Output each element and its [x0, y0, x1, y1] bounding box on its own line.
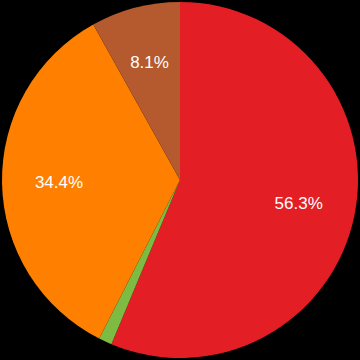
data-label: 34.4%	[35, 173, 83, 192]
pie-slice	[93, 2, 180, 180]
pie	[2, 2, 358, 358]
data-label: 8.1%	[130, 53, 169, 72]
background	[0, 0, 360, 360]
pie-slice	[2, 25, 180, 339]
data-labels: 56.3% 34.4% 8.1%	[35, 53, 323, 213]
chart: 56.3% 34.4% 8.1%	[0, 0, 360, 360]
data-label: 56.3%	[275, 194, 323, 213]
